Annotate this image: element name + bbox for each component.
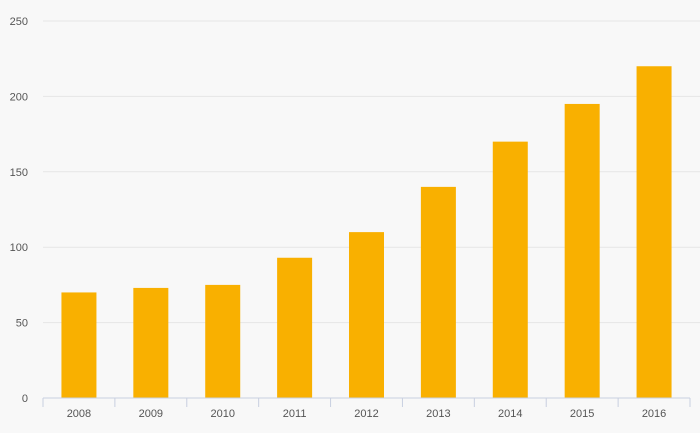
x-tick-label: 2014: [498, 408, 522, 420]
bar-2016: [636, 66, 672, 399]
x-tick-label: 2008: [67, 408, 91, 420]
x-tick-label: 2013: [426, 408, 450, 420]
y-tick-label: 0: [22, 393, 28, 405]
bar-2013: [420, 186, 456, 398]
bar-2015: [564, 103, 600, 398]
x-axis-tick-labels: 2008 2009 2010 2011 2012 2013 2014 2015 …: [67, 408, 667, 420]
y-tick-label: 250: [10, 16, 28, 28]
bar-2008: [61, 292, 97, 398]
y-axis-tick-labels: 0 50 100 150 200 250: [10, 16, 28, 405]
x-tick-label: 2016: [642, 408, 666, 420]
y-tick-label: 200: [10, 91, 28, 103]
x-tick-label: 2009: [139, 408, 163, 420]
y-tick-label: 50: [16, 318, 28, 330]
x-axis-tick-marks: [42, 398, 691, 407]
bar-2012: [349, 232, 384, 398]
x-tick-label: 2011: [283, 408, 307, 420]
bar-2011: [277, 257, 313, 398]
y-tick-label: 150: [10, 167, 28, 179]
bars: [61, 66, 672, 399]
bar-2014: [492, 141, 528, 398]
x-tick-label: 2012: [354, 408, 378, 420]
y-tick-label: 100: [10, 242, 28, 254]
bar-2010: [205, 284, 241, 398]
x-tick-label: 2015: [570, 408, 594, 420]
bar-2009: [133, 287, 169, 398]
x-tick-label: 2010: [210, 408, 234, 420]
